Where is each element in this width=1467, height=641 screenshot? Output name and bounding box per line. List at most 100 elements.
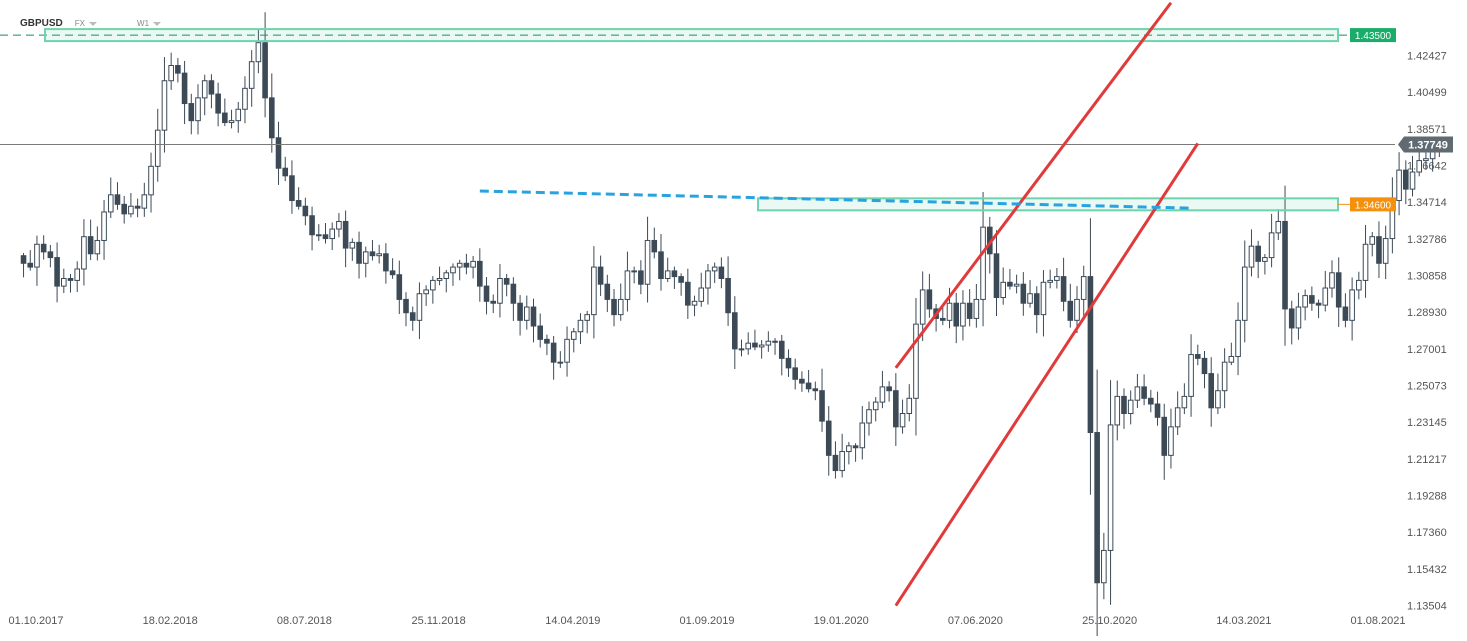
candle-body: [1188, 354, 1194, 397]
candle-body: [1141, 386, 1147, 399]
candle-body: [181, 72, 188, 105]
candle-body: [510, 283, 517, 304]
y-tick-label: 1.34714: [1407, 197, 1447, 209]
candle-body: [101, 211, 107, 241]
candle-body: [953, 302, 960, 327]
candle-body: [1215, 390, 1221, 409]
candle-body: [20, 255, 27, 264]
candle-body: [758, 344, 765, 348]
candle-body: [27, 262, 34, 268]
candle-body: [745, 342, 752, 350]
candle-body: [1241, 266, 1248, 321]
candle-body: [228, 120, 235, 124]
candle-body: [1033, 293, 1040, 316]
candle-body: [537, 325, 544, 340]
candle-body: [409, 312, 416, 321]
trend-line: [479, 189, 1192, 210]
y-tick-label: 1.27001: [1407, 344, 1447, 356]
y-tick-label: 1.13504: [1407, 601, 1447, 613]
chart-header: GBPUSD FX W1: [20, 15, 162, 31]
candle-body: [81, 236, 87, 270]
candle-body: [222, 112, 228, 124]
chevron-down-icon: [153, 21, 162, 26]
candle-body: [1275, 220, 1282, 234]
candle-body: [67, 278, 74, 281]
current-price-label: 1.37749: [1408, 139, 1448, 151]
candle-body: [926, 289, 933, 310]
level-label: 1.34600: [1355, 200, 1392, 211]
candle-body: [711, 266, 718, 272]
x-tick-label: 01.10.2017: [8, 615, 63, 627]
candle-body: [1000, 281, 1006, 299]
candle-body: [1080, 276, 1087, 300]
candle-body: [872, 401, 879, 411]
candle-body: [403, 298, 409, 314]
chevron-down-icon: [89, 21, 98, 26]
candle-body: [369, 251, 376, 257]
candle-body: [940, 317, 946, 321]
candle-body: [416, 293, 423, 321]
candle-body: [1362, 243, 1369, 281]
candle-body: [1054, 276, 1060, 281]
x-tick-label: 01.09.2019: [679, 615, 734, 627]
candle-body: [1114, 395, 1121, 426]
candle-body: [678, 276, 684, 283]
y-tick-label: 1.15432: [1407, 564, 1447, 576]
candle-body: [1060, 276, 1067, 302]
candle-body: [107, 194, 114, 213]
candle-body: [966, 302, 973, 319]
candle-body: [1356, 279, 1362, 291]
candle-body: [517, 302, 523, 321]
candle-body: [644, 239, 651, 285]
candle-body: [389, 270, 396, 276]
candle-body: [1228, 355, 1235, 363]
candle-body: [1349, 289, 1355, 321]
candle-body: [1335, 272, 1342, 308]
interval-label: W1: [137, 18, 150, 28]
candle-body: [463, 262, 470, 268]
y-tick-label: 1.23145: [1407, 417, 1447, 429]
candle-body: [1067, 300, 1074, 321]
market-dropdown[interactable]: FX: [75, 19, 98, 28]
interval-dropdown[interactable]: W1: [137, 18, 162, 28]
candle-body: [557, 361, 564, 364]
candle-body: [1094, 432, 1100, 584]
candle-body: [1402, 169, 1409, 190]
candle-body: [1040, 281, 1047, 316]
candle-body: [1107, 424, 1114, 551]
x-tick-label: 01.08.2021: [1350, 615, 1405, 627]
candle-body: [899, 413, 906, 428]
candle-body: [1409, 171, 1416, 190]
candle-body: [342, 220, 349, 249]
x-tick-label: 19.01.2020: [814, 615, 869, 627]
level-label-box: [1350, 197, 1396, 212]
candle-body: [1262, 257, 1268, 262]
candle-body: [47, 251, 54, 259]
level-label: 1.43500: [1355, 31, 1392, 42]
candle-body: [349, 241, 356, 249]
candle-body: [175, 65, 181, 74]
candle-body: [1315, 302, 1322, 306]
candle-body: [128, 205, 134, 215]
candle-body: [443, 272, 450, 280]
candle-body: [208, 80, 215, 95]
symbol-label: GBPUSD: [20, 17, 63, 29]
candle-body: [1027, 293, 1033, 304]
candle-body: [1007, 281, 1013, 287]
x-tick-label: 14.03.2021: [1216, 615, 1271, 627]
candle-body: [315, 234, 322, 237]
candle-body: [1255, 245, 1261, 262]
candle-body: [946, 302, 953, 321]
candle-body: [242, 87, 248, 110]
candle-body: [651, 239, 658, 253]
candle-body: [1127, 399, 1134, 415]
candle-body: [336, 220, 342, 230]
candle-body: [839, 451, 845, 472]
y-tick-label: 1.38571: [1407, 124, 1447, 136]
candle-body: [893, 390, 899, 428]
candle-body: [1369, 236, 1376, 245]
candle-body: [705, 270, 711, 289]
candle-body: [919, 289, 926, 325]
y-tick-label: 1.42427: [1407, 51, 1447, 63]
